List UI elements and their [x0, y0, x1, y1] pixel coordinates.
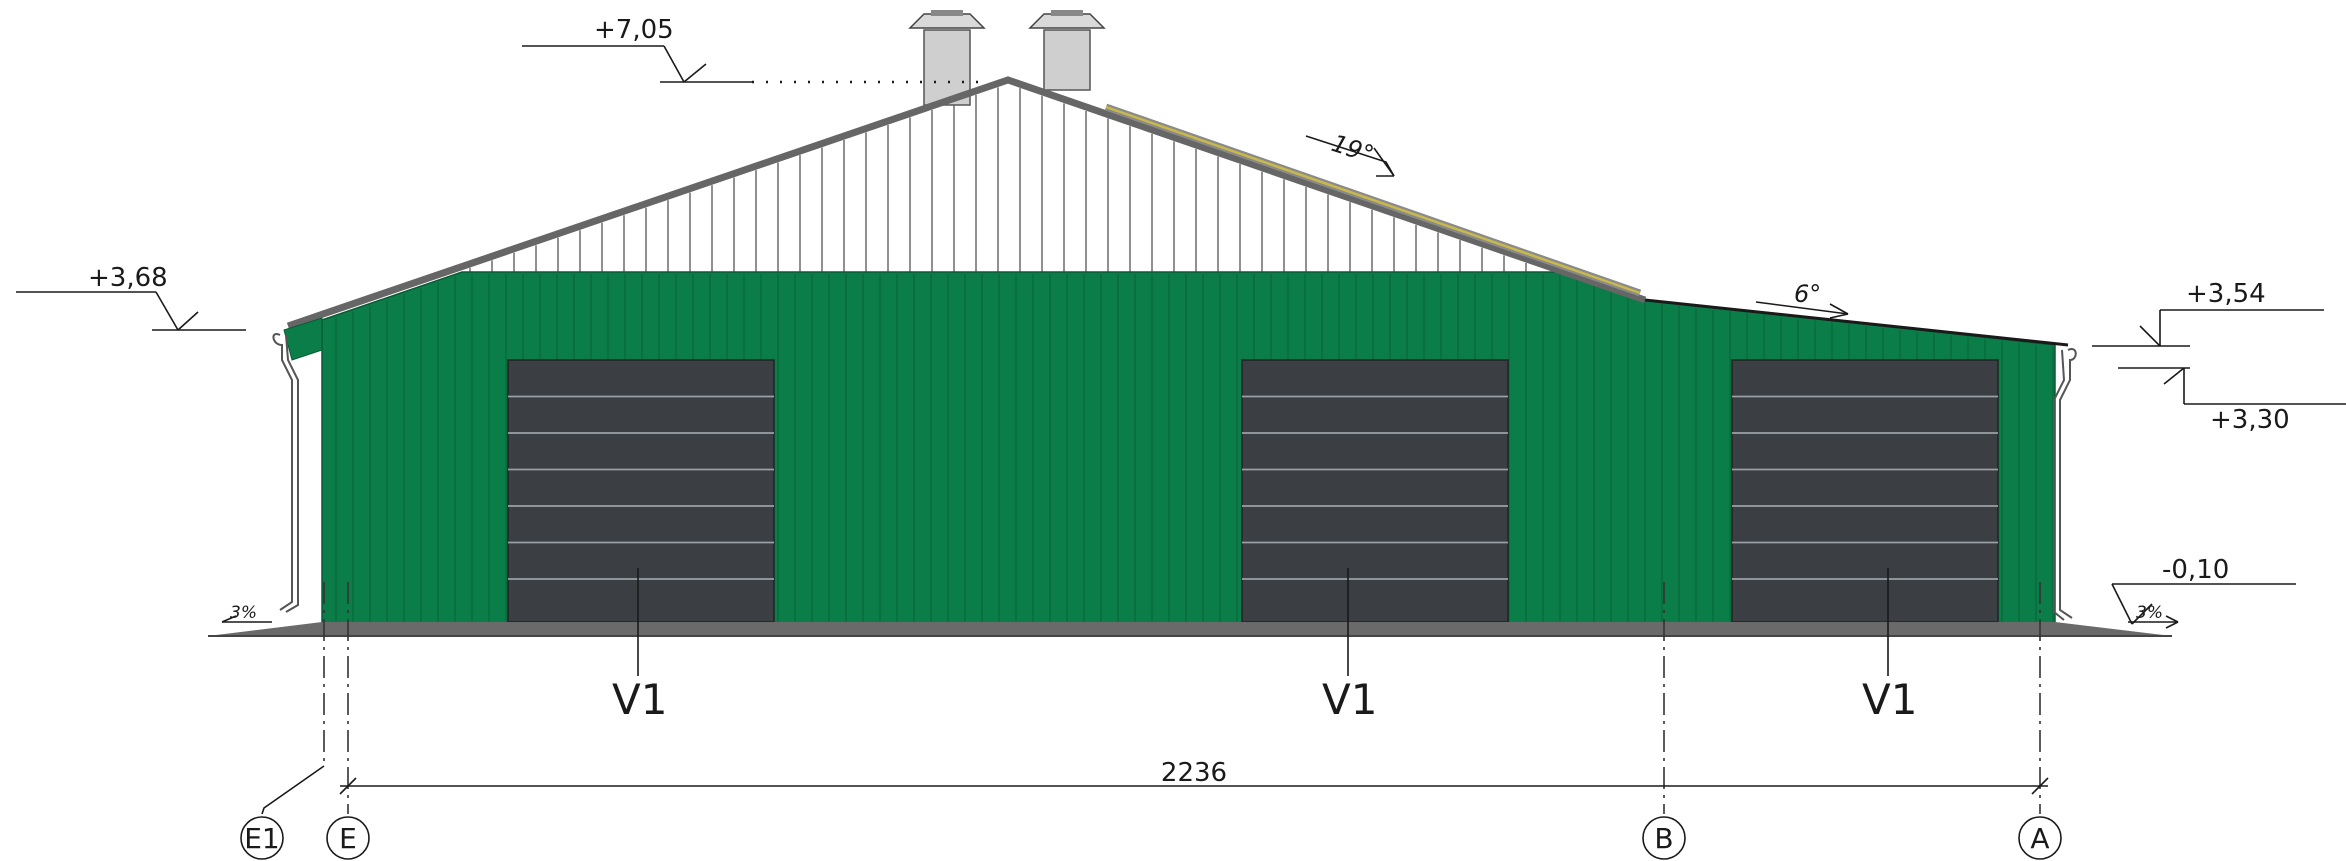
axis-bubble-e: E	[326, 816, 370, 860]
axis-bubble-a: A	[2018, 816, 2062, 860]
level-mark-ground: -0,10	[2111, 555, 2296, 625]
level-mark-ridge: +7,05	[522, 15, 990, 84]
roof-outline	[283, 76, 2069, 361]
svg-text:19°: 19°	[1328, 129, 1377, 169]
ventilation-chimney-left	[908, 10, 986, 106]
slope-mark-main-roof: 19°	[1305, 129, 1395, 177]
svg-text:3%: 3%	[2136, 603, 2163, 623]
gate-mark-v1-right: V1	[1862, 568, 1917, 724]
overall-dimension: 2236	[339, 758, 2049, 795]
svg-text:-0,10: -0,10	[2162, 555, 2229, 585]
axis-bubble-e1: E1	[240, 816, 284, 860]
gate-mark-v1-left: V1	[612, 568, 667, 724]
level-mark-left-eave: +3,68	[16, 263, 246, 331]
svg-text:B: B	[1654, 822, 1673, 855]
downpipe-left	[272, 333, 299, 613]
svg-text:V1: V1	[612, 675, 667, 724]
level-mark-right-eave: +3,54 +3,30	[2092, 279, 2346, 435]
grid-axis-lines	[261, 582, 2041, 815]
slope-mark-lean-to-roof: 6°	[1755, 280, 1849, 319]
ground-line	[208, 622, 2172, 637]
sectional-gate	[1731, 359, 1999, 623]
slope-mark-ground-right: 3%	[2128, 603, 2179, 629]
sectional-gate	[507, 359, 775, 623]
svg-text:V1: V1	[1322, 675, 1377, 724]
ventilation-chimney-right	[1028, 10, 1106, 91]
svg-text:+3,54: +3,54	[2186, 279, 2266, 309]
svg-text:6°: 6°	[1794, 280, 1821, 308]
gate-mark-v1-middle: V1	[1322, 568, 1377, 724]
svg-text:E1: E1	[244, 822, 280, 855]
svg-text:2236: 2236	[1161, 758, 1227, 788]
axis-bubble-b: B	[1642, 816, 1686, 860]
slope-mark-ground-left: 3%	[221, 603, 272, 623]
svg-text:3%: 3%	[230, 603, 257, 623]
svg-text:+7,05: +7,05	[594, 15, 674, 45]
svg-text:+3,30: +3,30	[2210, 405, 2290, 435]
svg-text:+3,68: +3,68	[88, 263, 168, 293]
downpipe-right	[2053, 348, 2077, 621]
roof-solar-strip	[1104, 103, 1642, 297]
sectional-gate	[1241, 359, 1509, 623]
svg-text:E: E	[339, 822, 357, 855]
gable-triangle	[318, 80, 1645, 320]
svg-text:V1: V1	[1862, 675, 1917, 724]
svg-text:A: A	[2030, 822, 2049, 855]
